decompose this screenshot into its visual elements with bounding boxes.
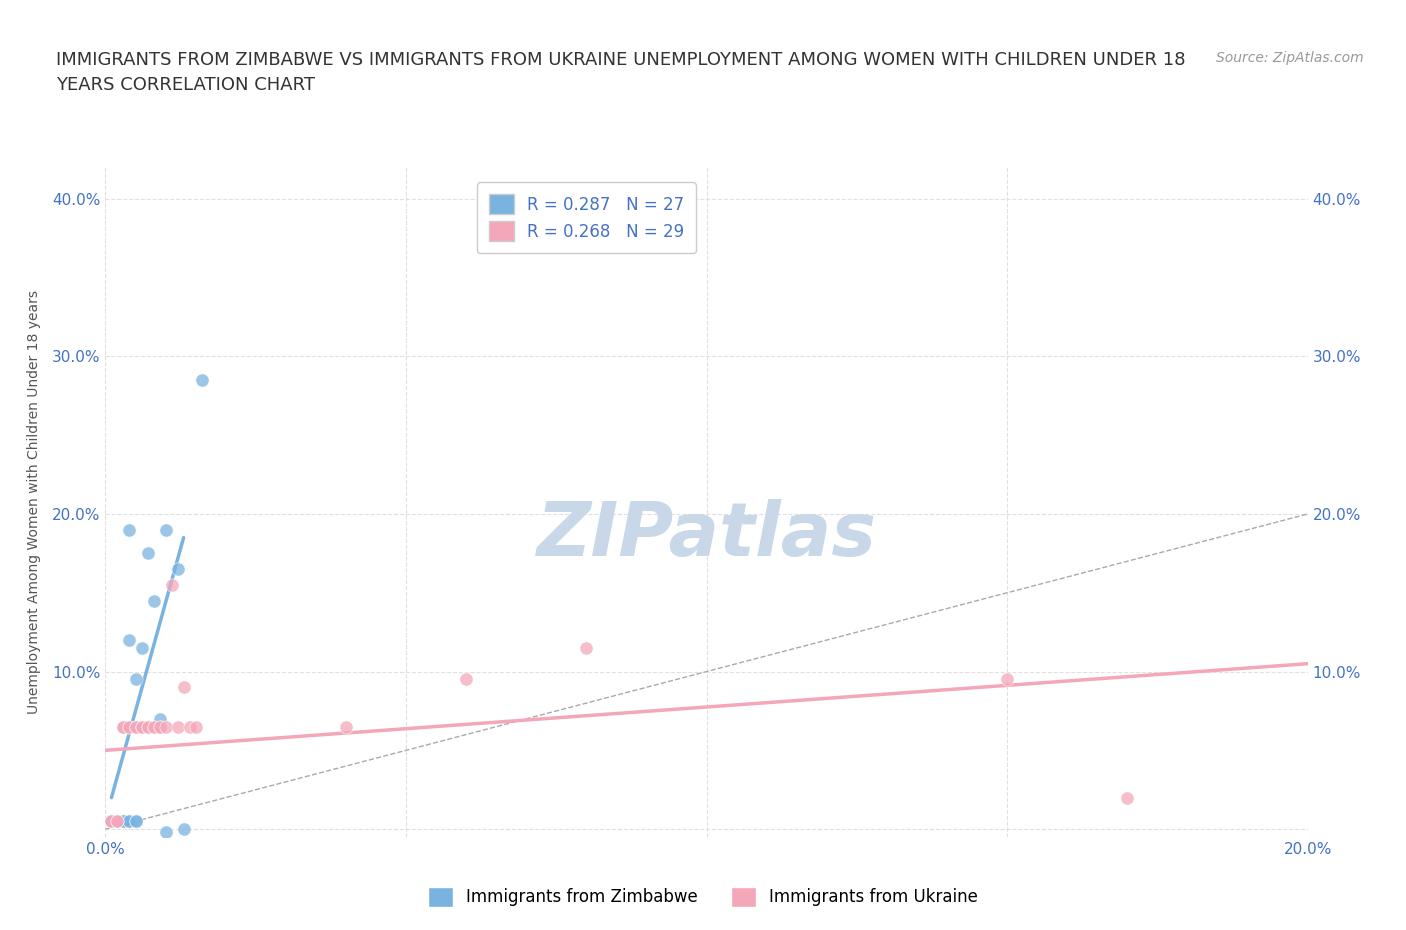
Point — [124, 719, 146, 734]
Text: Source: ZipAtlas.com: Source: ZipAtlas.com — [1216, 51, 1364, 65]
Point — [107, 814, 129, 829]
Point — [160, 578, 183, 592]
Point — [107, 814, 129, 829]
Point — [107, 814, 129, 829]
Point — [173, 680, 195, 695]
Text: IMMIGRANTS FROM ZIMBABWE VS IMMIGRANTS FROM UKRAINE UNEMPLOYMENT AMONG WOMEN WIT: IMMIGRANTS FROM ZIMBABWE VS IMMIGRANTS F… — [56, 51, 1185, 69]
Point — [166, 719, 188, 734]
Legend: R = 0.287   N = 27, R = 0.268   N = 29: R = 0.287 N = 27, R = 0.268 N = 29 — [477, 182, 696, 253]
Point — [124, 672, 146, 687]
Point — [148, 711, 170, 726]
Point — [131, 719, 153, 734]
Point — [112, 814, 135, 829]
Y-axis label: Unemployment Among Women with Children Under 18 years: Unemployment Among Women with Children U… — [27, 290, 41, 714]
Point — [142, 719, 165, 734]
Point — [118, 632, 141, 647]
Point — [173, 822, 195, 837]
Point — [112, 814, 135, 829]
Point — [1116, 790, 1139, 805]
Point — [179, 719, 201, 734]
Point — [335, 719, 357, 734]
Point — [454, 672, 477, 687]
Point — [107, 814, 129, 829]
Point — [166, 562, 188, 577]
Text: ZIPatlas: ZIPatlas — [537, 499, 876, 572]
Point — [107, 814, 129, 829]
Point — [100, 814, 122, 829]
Point — [124, 719, 146, 734]
Point — [148, 719, 170, 734]
Point — [155, 523, 177, 538]
Point — [142, 719, 165, 734]
Point — [575, 641, 598, 656]
Point — [136, 719, 159, 734]
Point — [124, 814, 146, 829]
Legend: Immigrants from Zimbabwe, Immigrants from Ukraine: Immigrants from Zimbabwe, Immigrants fro… — [418, 877, 988, 917]
Point — [184, 719, 207, 734]
Point — [118, 719, 141, 734]
Point — [100, 814, 122, 829]
Point — [112, 814, 135, 829]
Point — [131, 719, 153, 734]
Point — [107, 814, 129, 829]
Point — [148, 719, 170, 734]
Point — [155, 719, 177, 734]
Point — [118, 719, 141, 734]
Point — [136, 546, 159, 561]
Point — [100, 814, 122, 829]
Point — [190, 373, 212, 388]
Point — [118, 814, 141, 829]
Text: YEARS CORRELATION CHART: YEARS CORRELATION CHART — [56, 76, 315, 94]
Point — [131, 641, 153, 656]
Point — [136, 719, 159, 734]
Point — [112, 719, 135, 734]
Point — [995, 672, 1018, 687]
Point — [112, 719, 135, 734]
Point — [100, 814, 122, 829]
Point — [142, 593, 165, 608]
Point — [112, 814, 135, 829]
Point — [118, 523, 141, 538]
Point — [118, 814, 141, 829]
Point — [100, 814, 122, 829]
Point — [124, 814, 146, 829]
Point — [155, 825, 177, 840]
